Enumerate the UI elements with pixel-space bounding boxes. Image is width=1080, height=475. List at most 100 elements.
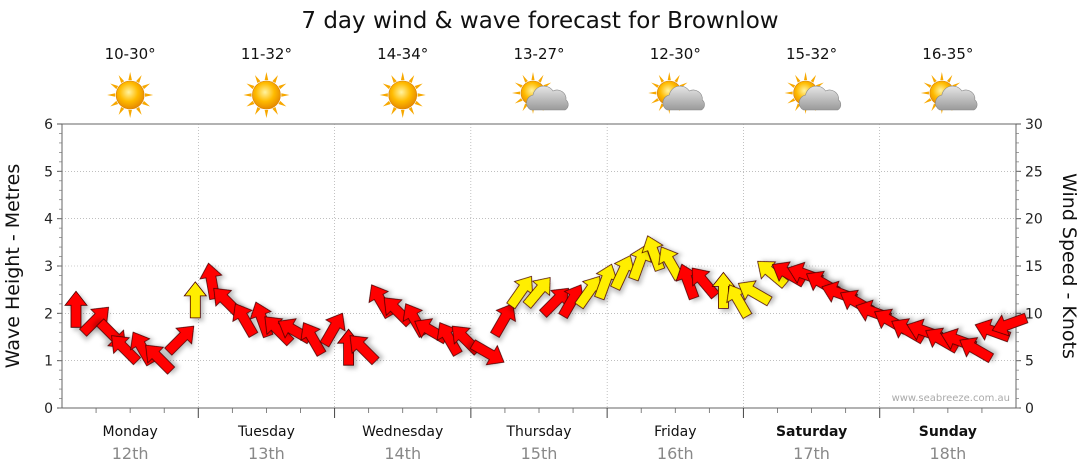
chart-title: 7 day wind & wave forecast for Brownlow [301,8,778,34]
sun-ray [128,72,132,81]
day-date: 17th [793,444,830,463]
sun-ray [400,72,405,81]
day-label: Sunday [919,424,977,440]
sun-ray [512,91,521,95]
day-label: Wednesday [362,424,443,440]
grid-lines [62,124,1016,408]
sun-ray [787,82,796,88]
day-axis: Monday 12th Tuesday 13th Wednesday 14th Thursd… [95,408,983,463]
sun-ray [278,100,287,107]
wind-arrow [349,335,380,366]
wind-arrow [300,322,327,357]
sun-ray [920,91,929,95]
sun-ray [514,82,523,88]
sun-ray [136,106,142,115]
sun-ray [940,72,944,81]
sun-ray [136,75,142,84]
right-tick-label: 15 [1025,259,1043,275]
day-temp-range: 15-32° [786,45,837,63]
right-tick-label: 5 [1025,354,1034,370]
day-date: 13th [248,444,285,463]
sun-ray [795,74,801,83]
sun-ray [400,109,405,118]
right-tick-label: 0 [1025,401,1034,417]
day-date: 18th [929,444,966,463]
sun-disc [252,80,281,110]
day-temp-range: 11-32° [241,45,292,63]
right-tick-label: 30 [1025,117,1043,133]
sun-ray [110,83,119,90]
wind-arrow [522,277,551,309]
sun-ray [254,106,261,115]
right-axis-label: Wind Speed - Knots [1058,173,1080,359]
left-tick-label: 5 [44,164,53,180]
wind-arrow [319,312,346,348]
sun-ray [128,109,132,118]
wind-arrow [737,280,773,307]
day-label: Friday [654,424,696,440]
credit-text: www.seabreeze.com.au [892,393,1010,404]
day-temp-range: 13-27° [513,45,564,63]
left-tick-label: 6 [44,117,53,133]
sun-ray [417,93,426,97]
sun-cloud-icon [784,72,842,114]
sun-ray [110,100,119,107]
sun-ray [382,100,391,107]
day-label: Monday [103,424,158,440]
left-axis-label: Wave Height - Metres [2,164,24,368]
sun-ray [651,98,659,104]
wind-arrow [145,344,176,375]
day-temp-range: 16-35° [922,45,973,63]
sun-cloud-icon [512,72,569,114]
sun-ray [923,82,932,88]
cloud-shape [662,85,705,111]
sun-ray [514,98,523,104]
sun-ray [651,82,659,88]
wind-arrow [469,339,505,366]
left-axis: 0 1 2 3 4 5 6 [44,117,62,417]
wind-arrow [490,303,516,338]
sun-ray [408,75,415,84]
sun-ray [272,75,278,84]
sun-icon [107,72,154,118]
right-axis: 0 5 10 15 20 25 30 [1016,117,1043,417]
wind-arrow [757,260,790,289]
cloud-shape [798,85,842,111]
day-date: 14th [384,444,421,463]
sun-ray [408,106,415,115]
cloud-shape [935,85,978,111]
wind-arrow [164,325,195,356]
sun-ray [810,74,817,83]
sun-ray [674,74,680,83]
sun-ray [658,74,665,83]
sun-ray [379,93,388,97]
sun-ray [264,72,269,81]
sun-ray [784,91,793,95]
left-tick-label: 4 [44,212,53,228]
day-label: Tuesday [237,424,295,440]
day-date: 15th [521,444,558,463]
wind-arrow [691,267,720,300]
left-tick-label: 0 [44,401,53,417]
sun-ray [246,83,255,90]
sun-ray [142,100,151,107]
sun-ray [391,75,397,84]
sun-cloud-icon [648,72,705,114]
sun-ray [931,74,937,83]
day-date: 12th [112,444,149,463]
left-tick-label: 1 [44,354,53,370]
wind-arrow [991,312,1029,337]
wind-arrow [183,281,208,319]
sun-ray [531,72,535,81]
cloud-shape [526,85,569,111]
sun-ray [522,74,528,83]
wind-arrow [232,303,259,338]
sun-ray [278,83,287,90]
sun-ray [667,72,671,81]
sun-ray [142,83,151,90]
day-label: Saturday [776,424,847,440]
wind-arrow [264,316,295,347]
sun-ray [272,106,278,115]
